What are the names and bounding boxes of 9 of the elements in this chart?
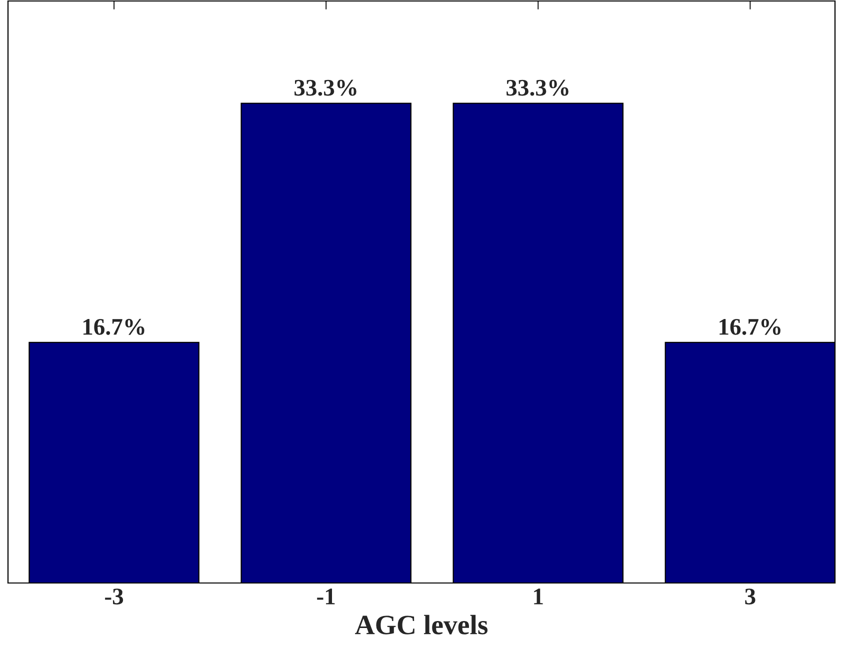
x-tick-label: 1 [534, 588, 543, 604]
x-tick-label: -3 [105, 588, 124, 604]
data-label: 33.3% [506, 80, 568, 96]
data-label: 16.7% [720, 318, 780, 335]
x-tick-label: -1 [317, 588, 335, 604]
data-label: 33.3% [294, 80, 356, 96]
data-label: 16.7% [83, 318, 144, 335]
x-tick-label: 3 [745, 588, 756, 604]
x-axis-title: AGC levels [355, 614, 488, 634]
